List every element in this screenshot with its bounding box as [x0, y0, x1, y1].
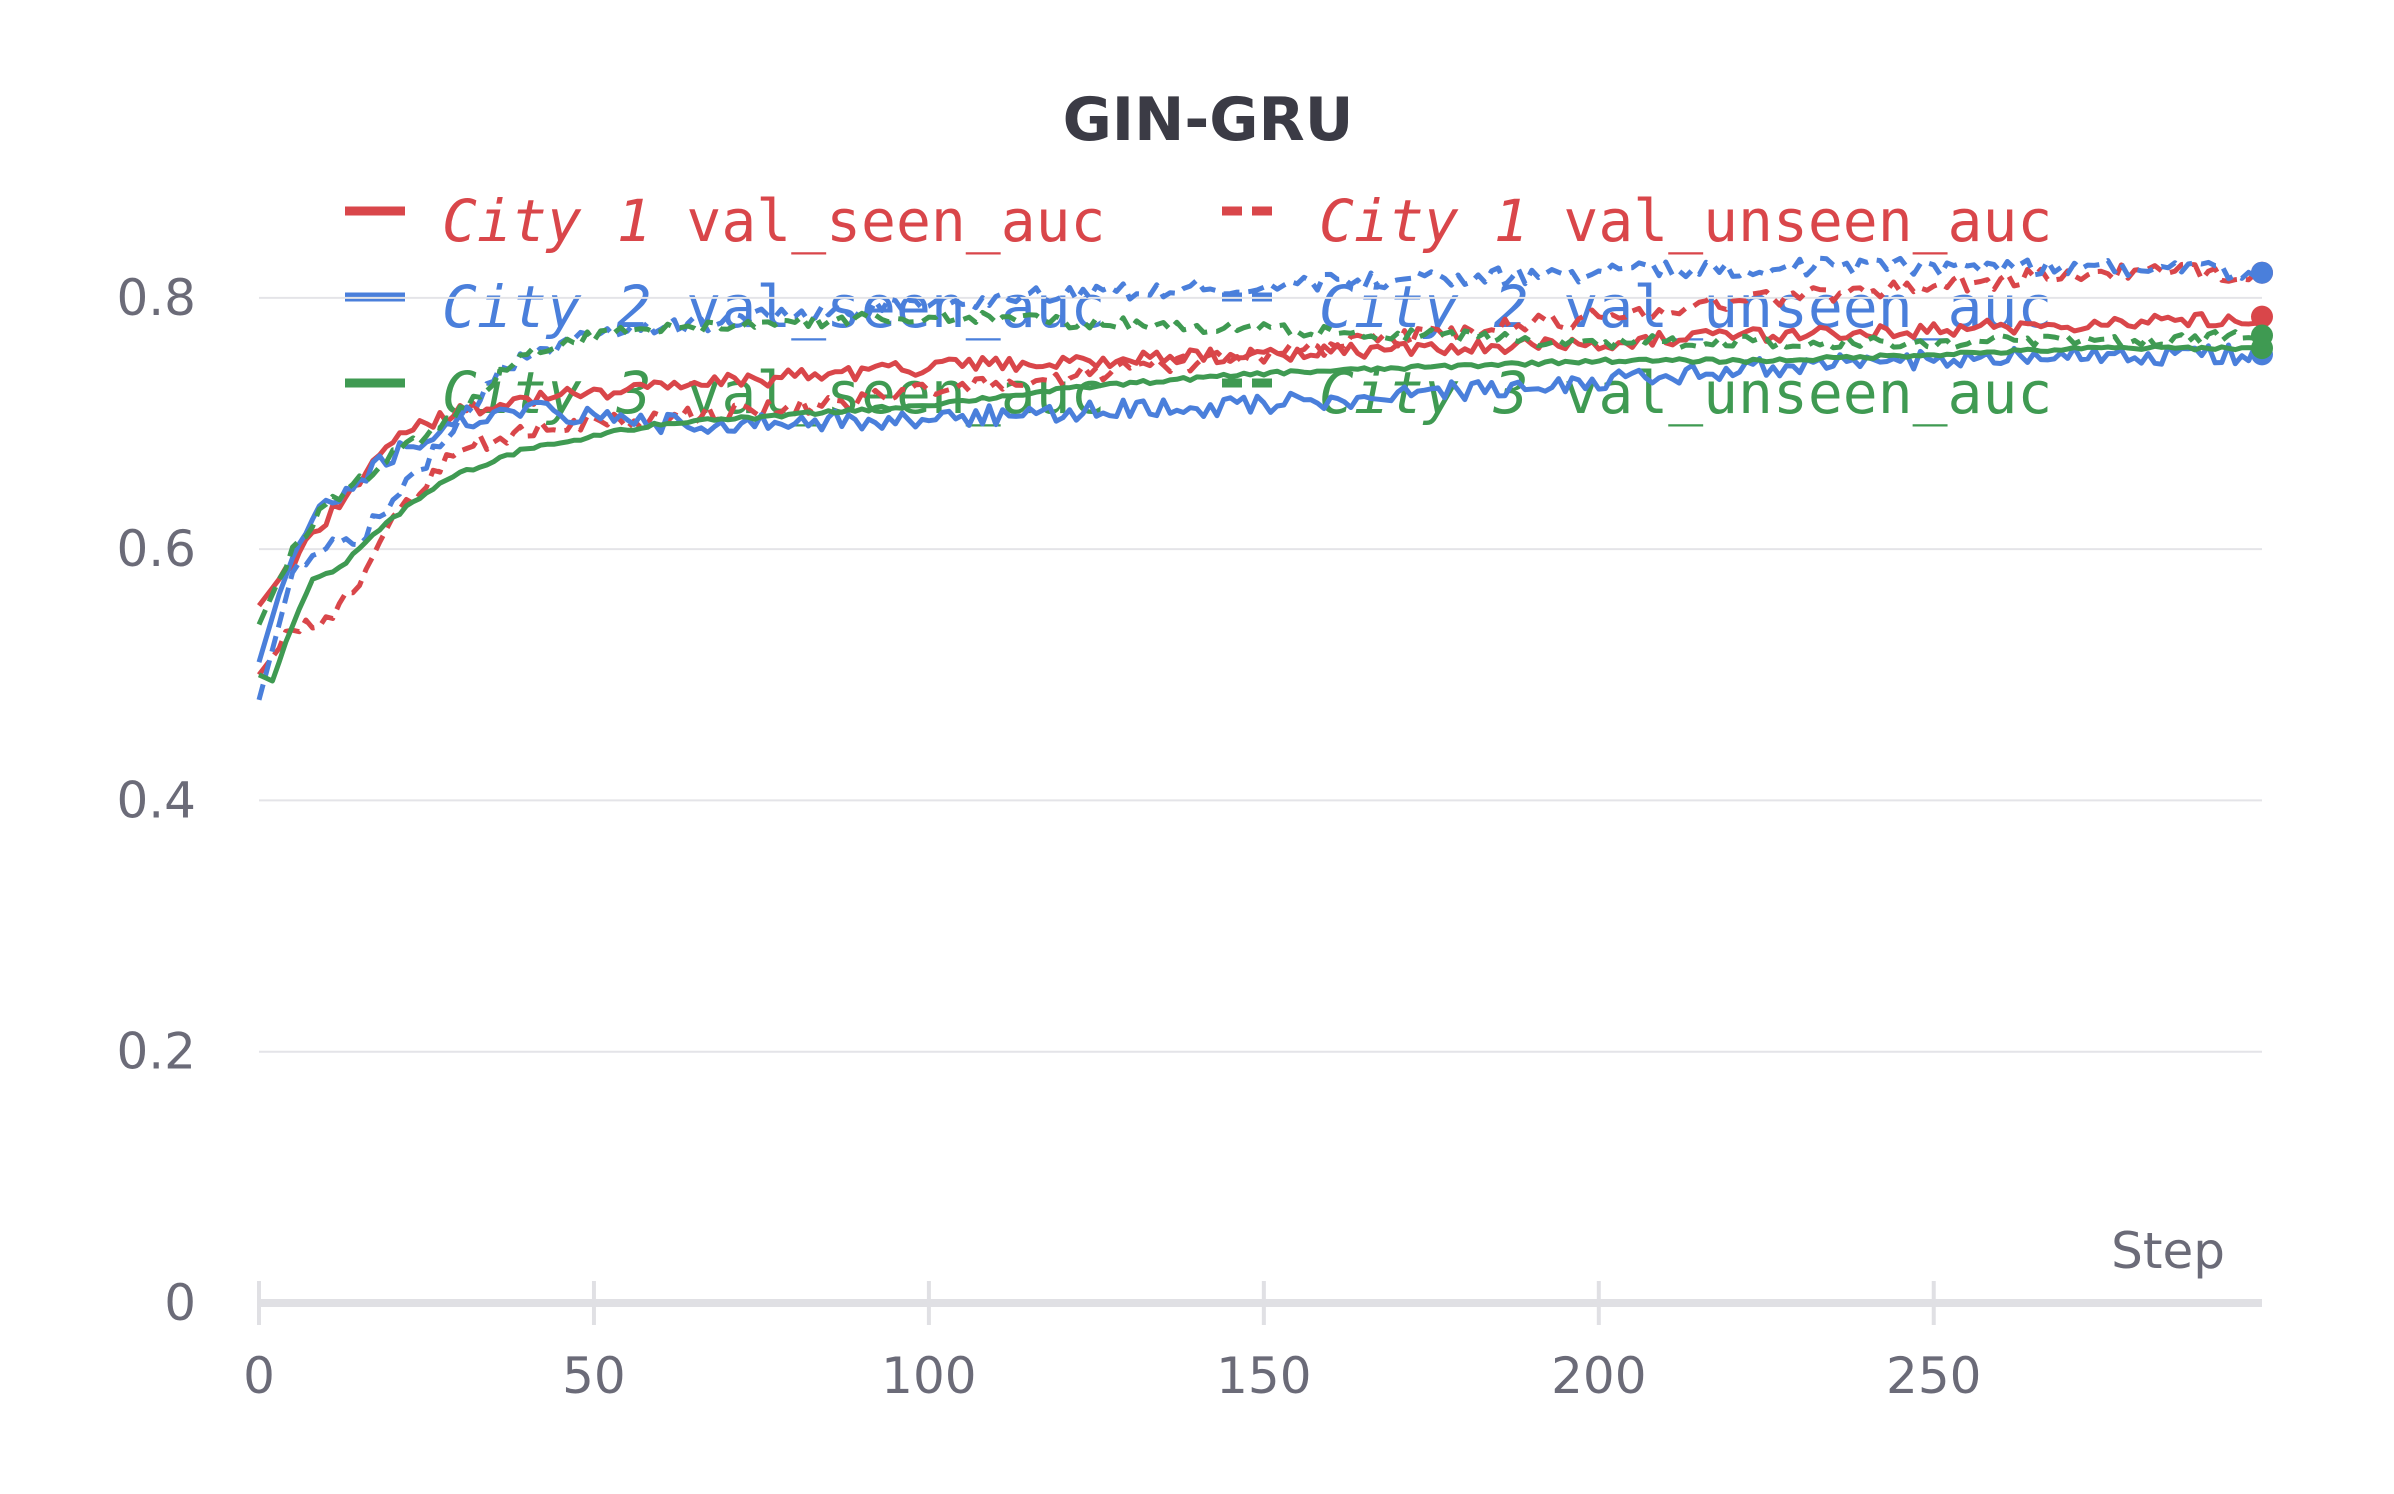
chart-legend: City 1 val_seen_auc City 1 val_unseen_auc…: [345, 187, 2052, 427]
y-tick-label: 0: [164, 1274, 196, 1332]
series-line: [257, 343, 2263, 684]
grid-lines: [259, 296, 2262, 1053]
legend-entry: City 2 val_seen_auc: [442, 273, 1105, 341]
series-line: [257, 311, 2264, 608]
x-axis-label: Step: [2111, 1222, 2225, 1280]
y-tick-label: 0.8: [116, 269, 196, 327]
x-tick-label: 250: [1886, 1347, 1981, 1405]
series-line: [257, 261, 2263, 677]
x-tick-label: 50: [562, 1347, 626, 1405]
y-tick-label: 0.6: [116, 520, 196, 578]
legend-entry: City 1 val_unseen_auc: [1319, 187, 2052, 255]
series-line: [256, 255, 2264, 701]
series-end-marker: [2251, 305, 2273, 328]
y-axis-ticks: 0 0.2 0.4 0.6 0.8: [116, 269, 196, 1332]
series-line: [256, 342, 2265, 663]
series-end-marker: [2251, 261, 2273, 284]
x-tick-label: 0: [243, 1347, 275, 1405]
series-lines: [256, 255, 2273, 701]
x-tick-label: 150: [1216, 1347, 1311, 1405]
y-tick-label: 0.4: [116, 771, 196, 829]
chart-title: GIN-GRU: [1063, 85, 1354, 155]
x-tick-label: 100: [881, 1347, 976, 1405]
x-tick-label: 200: [1551, 1347, 1646, 1405]
series-end-marker: [2251, 324, 2273, 347]
series-line: [256, 309, 2263, 626]
legend-entry: City 1 val_seen_auc: [442, 187, 1105, 255]
x-axis: 0 50 100 150 200 250: [243, 1281, 2262, 1405]
y-tick-label: 0.2: [116, 1023, 196, 1081]
